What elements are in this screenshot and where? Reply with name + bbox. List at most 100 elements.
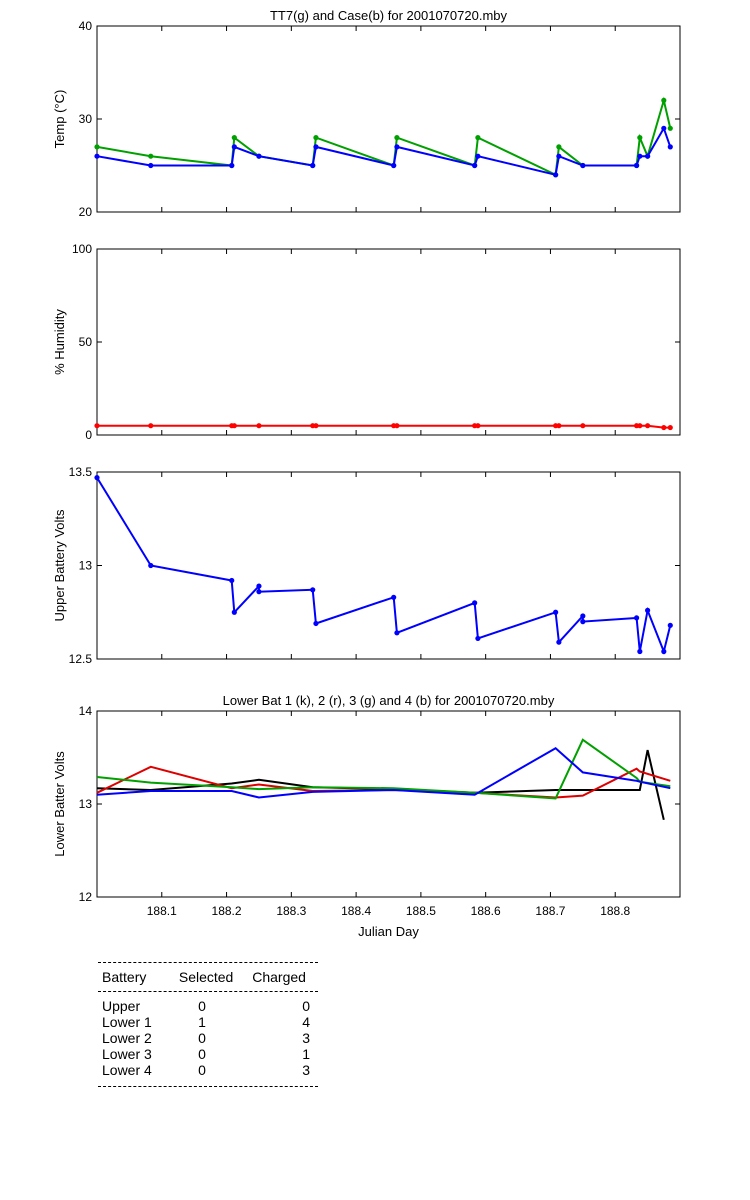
data-point	[475, 135, 481, 141]
data-point	[661, 424, 667, 431]
series-line-case	[96, 125, 672, 177]
data-point	[231, 144, 237, 150]
series-line-lower-4	[96, 746, 671, 799]
data-point	[667, 424, 673, 431]
data-point	[645, 153, 651, 159]
data-point	[633, 162, 640, 169]
lower-battery-panel: 12 13 14 188.1 188.2 188.3 188.4 188.5 188.6 188.…	[52, 693, 681, 939]
x-tick-label: 188.5	[406, 904, 436, 918]
data-point	[556, 639, 562, 645]
data-point	[667, 622, 673, 628]
table-row: Lower 2 0 3	[98, 1030, 318, 1046]
header-selected: Selected	[178, 969, 234, 985]
data-point	[667, 125, 673, 131]
row-selected: 0	[198, 1062, 206, 1078]
data-point	[313, 620, 319, 627]
row-selected: 0	[198, 998, 206, 1014]
row-charged: 1	[302, 1046, 310, 1062]
table-row: Upper 0 0	[98, 998, 318, 1014]
upper-battery-panel: 12.5 13 13.5 Upper Battery Volts	[52, 465, 681, 666]
data-point	[661, 125, 667, 131]
x-tick-label: 188.8	[600, 904, 630, 918]
data-point	[310, 162, 316, 169]
header-battery: Battery	[102, 969, 147, 985]
data-point	[94, 153, 100, 159]
data-point	[231, 423, 237, 429]
temp-panel: 20 30 40 TT7(g) and Case(b) for 2001070720.…	[52, 8, 681, 219]
x-tick-label: 188.3	[276, 904, 306, 918]
plot-frame	[96, 248, 681, 436]
plot-frame	[96, 25, 681, 213]
y-axis-label: Temp (°C)	[52, 90, 67, 149]
y-tick-label: 13	[79, 559, 93, 573]
row-charged: 0	[302, 998, 310, 1014]
data-point	[229, 162, 235, 169]
x-tick-label: 188.7	[535, 904, 565, 918]
data-point	[580, 423, 586, 429]
figure: 20 30 40 TT7(g) and Case(b) for 2001070720.…	[52, 8, 681, 939]
data-point	[472, 600, 478, 606]
data-point	[394, 144, 400, 150]
row-battery: Lower 2	[102, 1030, 152, 1046]
y-tick-label: 0	[85, 428, 92, 442]
row-charged: 4	[302, 1014, 310, 1030]
data-point	[580, 162, 586, 169]
row-charged: 3	[302, 1030, 310, 1046]
data-point	[394, 135, 400, 141]
data-point	[391, 594, 397, 600]
chart-title: TT7(g) and Case(b) for 2001070720.mby	[270, 8, 508, 23]
data-point	[148, 562, 154, 569]
y-tick-label: 40	[79, 19, 93, 33]
data-point	[94, 475, 100, 481]
row-selected: 0	[198, 1030, 206, 1046]
data-point	[580, 613, 586, 619]
humidity-panel: 0 50 100 % Humidity	[52, 242, 681, 442]
header-charged: Charged	[252, 969, 306, 985]
data-point	[580, 619, 586, 625]
y-tick-label: 20	[79, 205, 93, 219]
plot-frame	[96, 471, 681, 660]
x-axis-label: Julian Day	[358, 924, 419, 939]
y-tick-label: 100	[72, 242, 92, 256]
data-point	[94, 144, 100, 150]
data-point	[475, 635, 481, 642]
series-line-upper	[96, 477, 672, 655]
y-tick-label: 13	[79, 797, 93, 811]
data-point	[148, 423, 154, 429]
data-point	[475, 423, 481, 429]
data-point	[256, 153, 262, 159]
series-line-lower-2	[96, 765, 671, 799]
y-axis-label: Lower Batter Volts	[52, 751, 67, 857]
table-header: Battery Selected Charged	[98, 966, 318, 988]
table-row: Lower 4 0 3	[98, 1062, 318, 1078]
data-point	[148, 162, 154, 169]
data-point	[637, 648, 643, 655]
data-point	[231, 609, 237, 615]
data-point	[229, 577, 235, 584]
table-row: Lower 1 1 4	[98, 1014, 318, 1030]
row-selected: 1	[198, 1014, 206, 1030]
data-point	[231, 135, 237, 141]
data-point	[256, 583, 262, 589]
y-axis-label: % Humidity	[52, 309, 67, 375]
data-point	[394, 630, 400, 636]
y-axis-label: Upper Battery Volts	[52, 509, 67, 621]
data-point	[661, 97, 667, 103]
y-tick-label: 12.5	[69, 652, 93, 666]
table-divider	[98, 962, 318, 963]
data-point	[313, 144, 319, 150]
y-tick-label: 14	[79, 704, 93, 718]
data-point	[148, 153, 154, 159]
data-point	[472, 162, 478, 169]
x-tick-label: 188.6	[471, 904, 501, 918]
row-charged: 3	[302, 1062, 310, 1078]
row-battery: Lower 1	[102, 1014, 152, 1030]
plot-frame	[96, 710, 681, 898]
data-point	[553, 609, 559, 615]
row-selected: 0	[198, 1046, 206, 1062]
data-point	[313, 423, 319, 429]
data-point	[391, 162, 397, 169]
data-point	[645, 607, 651, 613]
x-tick-label: 188.2	[212, 904, 242, 918]
row-battery: Lower 3	[102, 1046, 152, 1062]
